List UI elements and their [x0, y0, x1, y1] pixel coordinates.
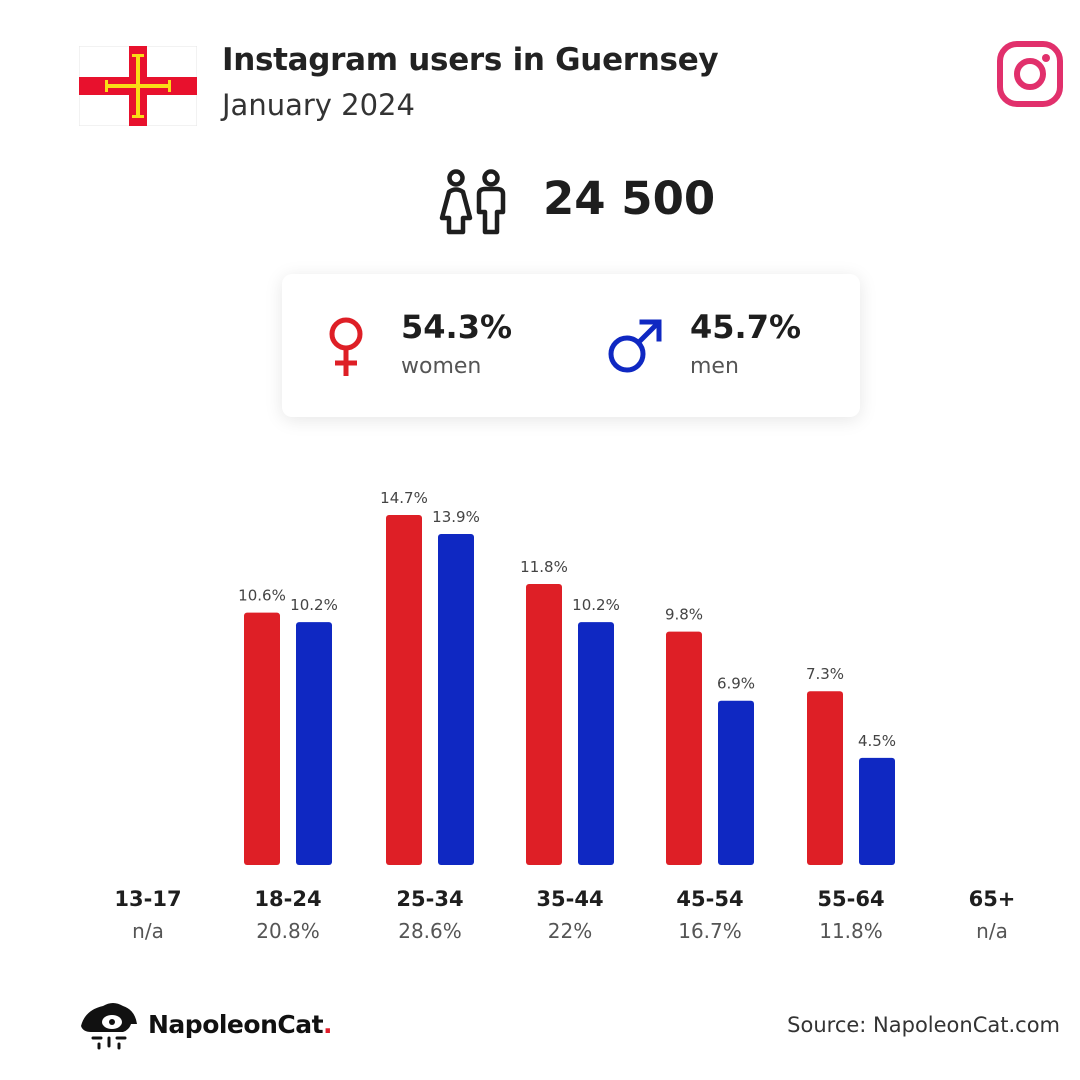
bar-men-25-34: [438, 534, 474, 865]
brand-name-text: NapoleonCat: [148, 1010, 324, 1039]
bar-men-45-54: [718, 700, 754, 865]
category-total-25-34: 28.6%: [398, 919, 462, 943]
women-label: women: [401, 354, 482, 379]
bar-women-25-34: [386, 515, 422, 865]
men-label: men: [690, 354, 739, 379]
page-subtitle: January 2024: [222, 88, 415, 122]
napoleoncat-logo-icon: [81, 1003, 137, 1050]
bar-men-35-44: [578, 622, 614, 865]
category-label-13-17: 13-17: [114, 887, 181, 911]
female-symbol-icon: [329, 317, 363, 376]
total-users: 24 500: [437, 168, 737, 240]
bar-label-men-25-34: 13.9%: [432, 508, 480, 526]
bar-men-18-24: [296, 622, 332, 865]
people-icon: [439, 169, 506, 235]
bar-women-45-54: [666, 631, 702, 865]
male-symbol-icon: [608, 319, 662, 373]
category-total-65+: n/a: [976, 919, 1008, 943]
bar-label-men-45-54: 6.9%: [717, 675, 755, 693]
gender-split-card: 54.3% women 45.7% men: [282, 274, 860, 417]
bar-men-55-64: [859, 757, 895, 865]
bar-label-men-55-64: 4.5%: [858, 732, 896, 750]
category-label-35-44: 35-44: [536, 887, 603, 911]
category-label-25-34: 25-34: [396, 887, 463, 911]
bar-label-men-18-24: 10.2%: [290, 596, 338, 614]
category-total-55-64: 11.8%: [819, 919, 883, 943]
category-label-65+: 65+: [969, 887, 1016, 911]
category-total-45-54: 16.7%: [678, 919, 742, 943]
page-title: Instagram users in Guernsey: [222, 42, 719, 78]
category-label-55-64: 55-64: [817, 887, 884, 911]
women-percentage: 54.3%: [401, 308, 513, 346]
source-text: Source: NapoleonCat.com: [787, 1013, 1060, 1037]
category-total-18-24: 20.8%: [256, 919, 320, 943]
brand-name: NapoleonCat.: [148, 1010, 333, 1039]
brand-name-dot: .: [323, 1010, 333, 1039]
bar-label-women-45-54: 9.8%: [665, 606, 703, 624]
bar-women-18-24: [244, 612, 280, 865]
bar-label-women-35-44: 11.8%: [520, 558, 568, 576]
category-label-45-54: 45-54: [676, 887, 743, 911]
bar-label-women-25-34: 14.7%: [380, 489, 428, 507]
bar-label-men-35-44: 10.2%: [572, 596, 620, 614]
total-users-value: 24 500: [543, 172, 716, 225]
category-total-35-44: 22%: [548, 919, 592, 943]
men-percentage: 45.7%: [690, 308, 802, 346]
bar-label-women-18-24: 10.6%: [238, 587, 286, 605]
bar-label-women-55-64: 7.3%: [806, 665, 844, 683]
bar-women-35-44: [526, 584, 562, 865]
bar-women-55-64: [807, 691, 843, 865]
guernsey-flag-icon: [79, 46, 197, 126]
instagram-logo-icon: [997, 41, 1063, 107]
category-total-13-17: n/a: [132, 919, 164, 943]
category-label-18-24: 18-24: [254, 887, 321, 911]
